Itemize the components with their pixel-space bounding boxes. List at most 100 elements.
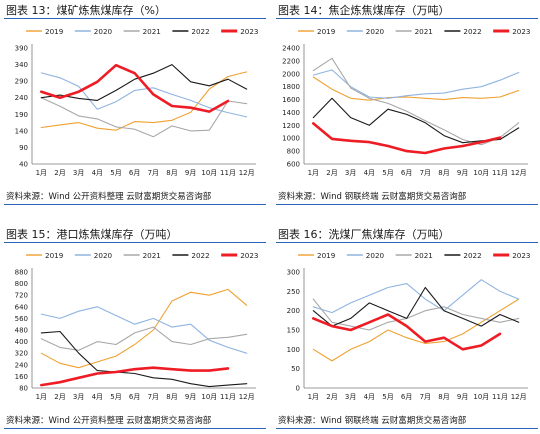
y-tick-label: 320 — [15, 350, 28, 358]
series-line-2021 — [312, 298, 520, 331]
legend-label-2022: 2022 — [463, 27, 481, 36]
legend-label-2021: 2021 — [143, 251, 161, 260]
series-line-2023 — [312, 122, 502, 155]
y-tick-label: 50 — [291, 365, 300, 373]
chart-panel-13: 图表 13：煤矿炼焦煤库存（%） 2019 2020 2021 2022 2023 40 9… — [4, 2, 266, 207]
legend-label-2020: 2020 — [366, 27, 385, 36]
x-tick-label: 3月 — [73, 169, 84, 177]
x-tick-label: 8月 — [166, 393, 177, 401]
x-tick-label: 8月 — [166, 169, 177, 177]
y-tick-label: 1400 — [282, 109, 300, 117]
source-note: 资料来源：Wind 钢联终端 云财富期货交易咨询部 — [278, 416, 467, 426]
series-line-2021 — [312, 57, 520, 146]
y-tick-label: 480 — [15, 327, 28, 335]
x-tick-label: 8月 — [438, 393, 449, 401]
title-rule — [276, 18, 538, 19]
x-tick-label: 4月 — [364, 393, 375, 401]
x-tick-label: 10月 — [473, 393, 489, 401]
source-note: 资料来源：Wind 公开资料整理 云财富期货交易咨询部 — [6, 416, 212, 426]
series-line-2021 — [40, 97, 248, 138]
y-tick-label: 340 — [15, 61, 28, 69]
y-tick-label: 140 — [15, 127, 28, 135]
x-tick-label: 9月 — [457, 393, 468, 401]
series-line-2022 — [40, 330, 248, 388]
y-tick-label: 560 — [15, 315, 28, 323]
y-tick-label: 250 — [287, 288, 300, 296]
x-tick-label: 3月 — [345, 169, 356, 177]
x-tick-label: 11月 — [220, 393, 236, 401]
y-tick-label: 390 — [15, 45, 28, 53]
legend-label-2022: 2022 — [191, 251, 209, 260]
x-tick-label: 1月 — [36, 393, 47, 401]
series-line-2020 — [40, 306, 248, 354]
series-line-2022 — [312, 97, 520, 144]
line-chart-14: 2019 2020 2021 2022 2023 600 800 1000 1200 1400 16… — [282, 27, 530, 177]
legend-label-2022: 2022 — [463, 251, 481, 260]
legend-label-2021: 2021 — [415, 251, 433, 260]
y-tick-label: 200 — [287, 307, 300, 315]
legend-label-2019: 2019 — [317, 251, 336, 260]
legend-label-2020: 2020 — [94, 251, 113, 260]
chart-panel-16: 图表 16：洗煤厂焦煤库存（万吨） 2019 2020 2021 2022 2023 0 5… — [276, 226, 538, 431]
y-tick-label: 300 — [287, 269, 300, 277]
x-tick-label: 3月 — [345, 393, 356, 401]
title-rule — [276, 242, 538, 243]
y-tick-label: 720 — [15, 292, 28, 300]
x-tick-label: 7月 — [420, 393, 431, 401]
series-line-2023 — [40, 366, 230, 387]
legend-label-2023: 2023 — [512, 27, 530, 36]
y-tick-label: 1600 — [282, 96, 300, 104]
x-tick-label: 7月 — [420, 169, 431, 177]
series-line-2020 — [312, 69, 520, 99]
bottom-rule — [4, 204, 266, 205]
y-tick-label: 0 — [296, 385, 300, 393]
series-line-2022 — [312, 286, 520, 327]
y-tick-label: 90 — [19, 144, 28, 152]
line-chart-16: 2019 2020 2021 2022 2023 0 50 100 150 200 250 300 1月… — [287, 251, 531, 401]
x-tick-label: 6月 — [129, 393, 140, 401]
y-tick-label: 400 — [15, 338, 28, 346]
y-tick-label: 80 — [19, 385, 28, 393]
chart-title: 图表 15：港口炼焦煤库存（万吨） — [6, 228, 178, 241]
x-tick-label: 1月 — [308, 393, 319, 401]
x-tick-label: 2月 — [326, 169, 337, 177]
x-tick-label: 8月 — [438, 169, 449, 177]
y-tick-label: 2400 — [282, 45, 300, 53]
y-tick-label: 600 — [287, 161, 300, 169]
x-tick-label: 2月 — [54, 169, 65, 177]
legend-label-2020: 2020 — [366, 251, 385, 260]
chart-title: 图表 14：焦企炼焦煤库存（万吨） — [278, 4, 450, 17]
y-tick-label: 880 — [15, 269, 28, 277]
x-tick-label: 6月 — [401, 169, 412, 177]
y-tick-label: 800 — [287, 148, 300, 156]
series-line-2023 — [312, 313, 502, 351]
legend-label-2023: 2023 — [512, 251, 530, 260]
x-tick-label: 11月 — [220, 169, 236, 177]
legend-label-2022: 2022 — [191, 27, 209, 36]
x-tick-label: 10月 — [473, 169, 489, 177]
series-line-2019 — [40, 71, 248, 131]
x-tick-label: 10月 — [201, 169, 217, 177]
line-chart-13: 2019 2020 2021 2022 2023 40 90 140 190 240 290 340 3… — [15, 27, 259, 177]
line-chart-15: 2019 2020 2021 2022 2023 80 160 240 320 400 480 560… — [15, 251, 259, 401]
x-tick-label: 9月 — [185, 393, 196, 401]
bottom-rule — [276, 428, 538, 429]
x-tick-label: 11月 — [492, 169, 508, 177]
series-line-2019 — [312, 298, 520, 362]
y-tick-label: 1800 — [282, 83, 300, 91]
y-tick-label: 800 — [15, 280, 28, 288]
x-tick-label: 7月 — [148, 169, 159, 177]
series-line-2021 — [40, 326, 248, 351]
chart-title: 图表 16：洗煤厂焦煤库存（万吨） — [278, 228, 450, 241]
y-tick-label: 190 — [15, 111, 28, 119]
y-tick-label: 1200 — [282, 122, 300, 130]
y-tick-label: 2000 — [282, 70, 300, 78]
x-tick-label: 6月 — [401, 393, 412, 401]
x-tick-label: 9月 — [457, 169, 468, 177]
chart-panel-15: 图表 15：港口炼焦煤库存（万吨） 2019 2020 2021 2022 2023 80… — [4, 226, 266, 431]
x-tick-label: 2月 — [54, 393, 65, 401]
y-tick-label: 240 — [15, 94, 28, 102]
legend-label-2019: 2019 — [45, 27, 64, 36]
y-tick-label: 100 — [287, 346, 300, 354]
chart-title: 图表 13：煤矿炼焦煤库存（%） — [6, 4, 166, 17]
